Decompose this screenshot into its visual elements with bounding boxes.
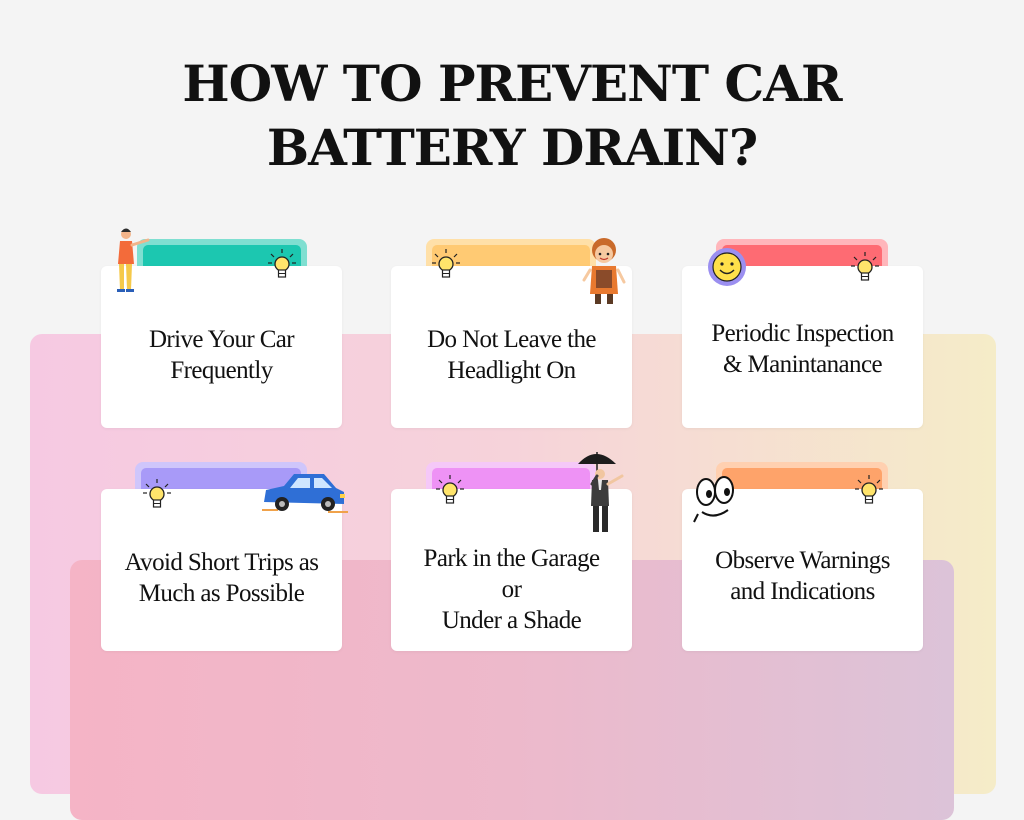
lightbulb-icon [432,249,460,278]
lightbulb-icon [143,479,171,508]
tip-6-text: Observe Warnings and Indications [715,547,890,605]
man-with-umbrella-icon [578,452,624,532]
tip-2-text: Do Not Leave the Headlight On [427,326,596,384]
lightbulb-icon [436,475,464,504]
girl-character-icon [582,238,626,304]
blue-car-icon [262,474,348,513]
page-title: HOW TO PREVENT CAR BATTERY DRAIN? [182,54,842,177]
cartoon-eyes-icon [693,476,734,523]
tip-6-card: Observe Warnings and Indications [682,489,923,651]
smiley-icon [708,248,746,286]
tip-5-card: Park in the Garage or Under a Shade [391,489,632,651]
tip-1-text: Drive Your Car Frequently [148,326,295,384]
tip-1-card: Drive Your Car Frequently [101,266,342,428]
tip-3-card: Periodic Inspection & Manintanance [682,266,923,428]
tip-5-text: Park in the Garage or Under a Shade [423,545,601,634]
tip-3-text: Periodic Inspection & Manintanance [711,320,894,378]
tip-2-card: Do Not Leave the Headlight On [391,266,632,428]
lightbulb-icon [268,249,296,278]
lightbulb-icon [851,252,879,281]
person-presenting-icon [117,228,150,292]
tip-4-card: Avoid Short Trips as Much as Possible [101,489,342,651]
tip-4-text: Avoid Short Trips as Much as Possible [124,549,319,607]
lightbulb-icon [855,475,883,504]
